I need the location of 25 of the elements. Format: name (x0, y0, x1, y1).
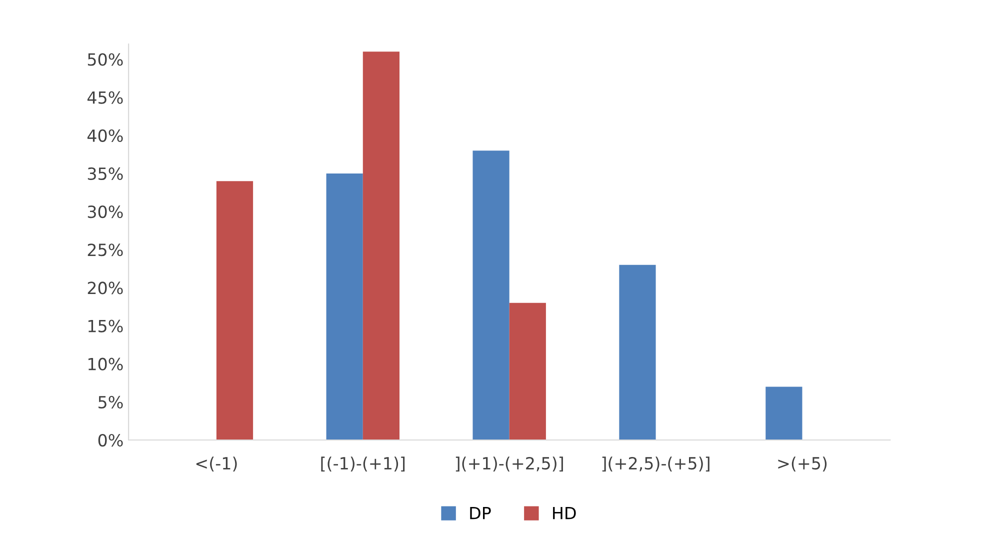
y-tick-label: 35% (88, 167, 123, 180)
x-tick-label: ](+1)-(+2,5)] (456, 456, 563, 472)
y-tick-label: 25% (88, 244, 123, 256)
x-tick-label: <(-1) (196, 456, 237, 472)
bar (216, 181, 254, 440)
x-tick-label: [(-1)-(+1)] (321, 456, 405, 472)
bar (619, 264, 656, 440)
y-tick-label: 10% (88, 358, 123, 370)
y-tick-label: 5% (98, 396, 123, 408)
y-tick-label: 30% (88, 206, 123, 218)
y-tick-label: 50% (88, 53, 123, 66)
bar (766, 386, 802, 440)
bar (326, 173, 363, 440)
bar (362, 52, 400, 440)
y-tick-label: 20% (88, 282, 123, 294)
y-tick-label: 0% (98, 434, 123, 447)
y-tick-label: 45% (87, 91, 123, 104)
legend-label: HD (553, 506, 576, 520)
x-tick-label: >(+5) (778, 456, 827, 472)
bar (472, 150, 510, 440)
y-tick-label: 15% (88, 320, 123, 332)
y-tick-label: 40% (87, 129, 123, 142)
x-tick-label: ](+2,5)-(+5)] (602, 456, 710, 472)
legend-label: DP (470, 506, 491, 520)
bar (509, 302, 546, 440)
